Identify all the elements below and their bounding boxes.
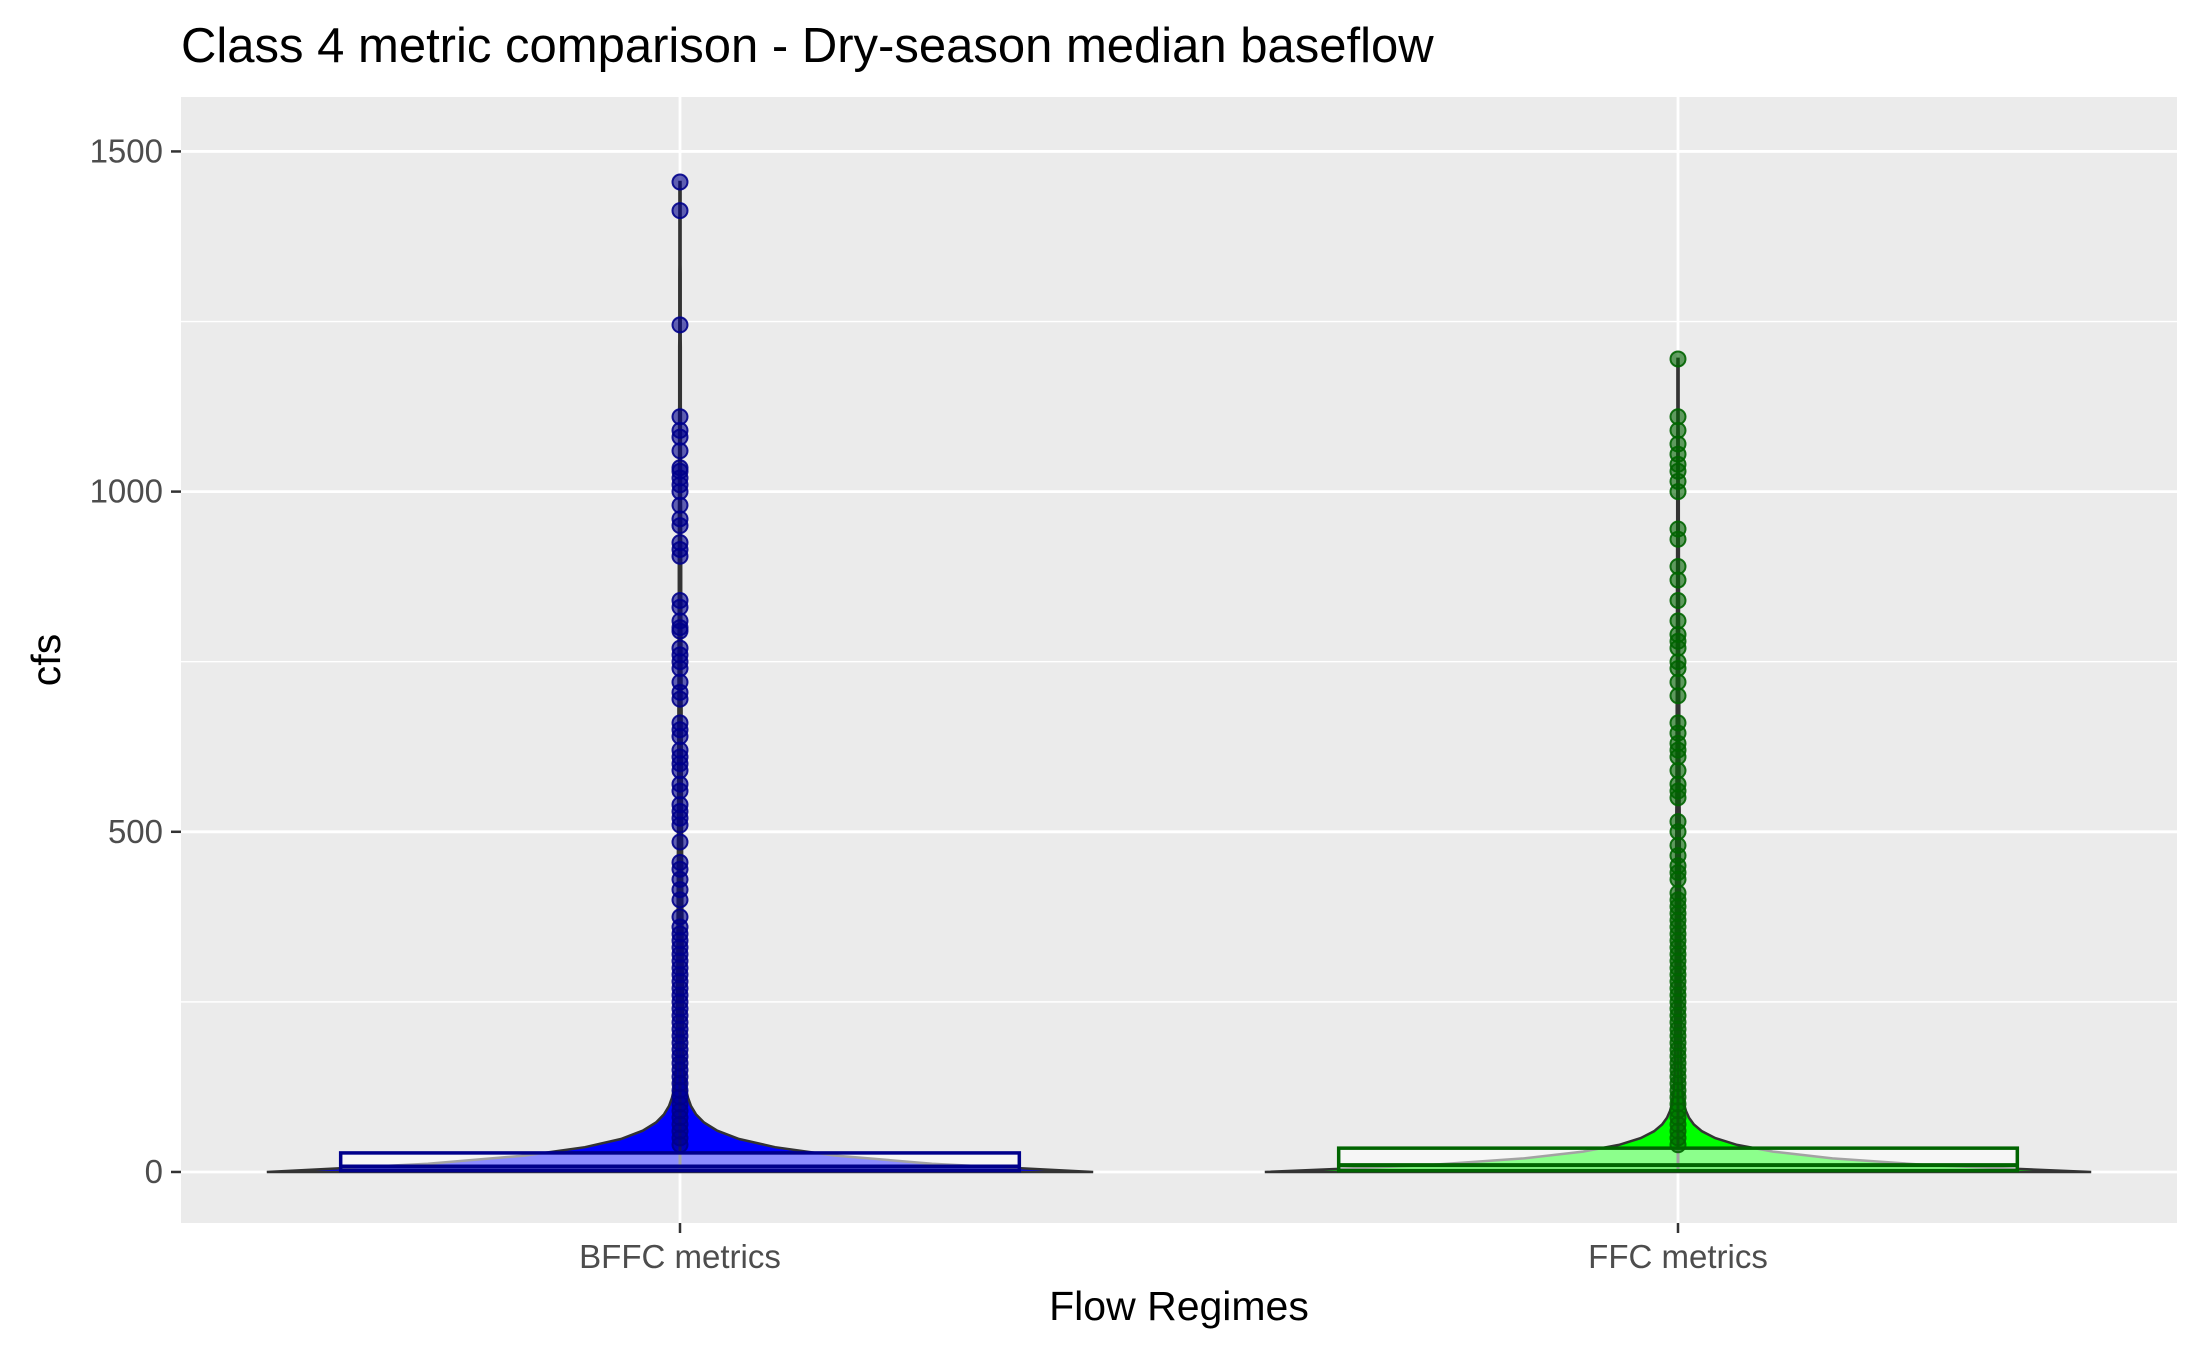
data-point [671,1136,689,1154]
data-point [671,891,689,909]
data-point [1669,591,1687,609]
data-point [1669,789,1687,807]
x-axis-title: Flow Regimes [1049,1283,1309,1329]
data-point [1669,687,1687,705]
data-point [671,442,689,460]
y-tick-label: 1500 [90,132,163,169]
y-tick-label: 500 [108,813,163,850]
data-point [1669,350,1687,368]
data-point [671,833,689,851]
data-points [671,173,1687,1154]
data-point [671,202,689,220]
plot-panel [181,97,2177,1223]
y-tick-label: 0 [145,1153,163,1190]
x-tick-label: BFFC metrics [579,1238,781,1275]
y-axis-title: cfs [23,634,69,686]
x-tick-label: FFC metrics [1588,1238,1768,1275]
data-point [1669,1136,1687,1154]
data-point [671,517,689,535]
y-tick-label: 1000 [90,473,163,510]
data-point [1669,571,1687,589]
data-point [671,622,689,640]
data-point [1669,530,1687,548]
data-point [671,173,689,191]
chart-title: Class 4 metric comparison - Dry-season m… [181,19,1434,73]
data-point [671,816,689,834]
data-point [671,547,689,565]
data-point [671,316,689,334]
data-point [671,690,689,708]
axes: 0 500 1000 1500 BFFC metrics FFC metrics [90,132,1768,1275]
data-point [1669,483,1687,501]
